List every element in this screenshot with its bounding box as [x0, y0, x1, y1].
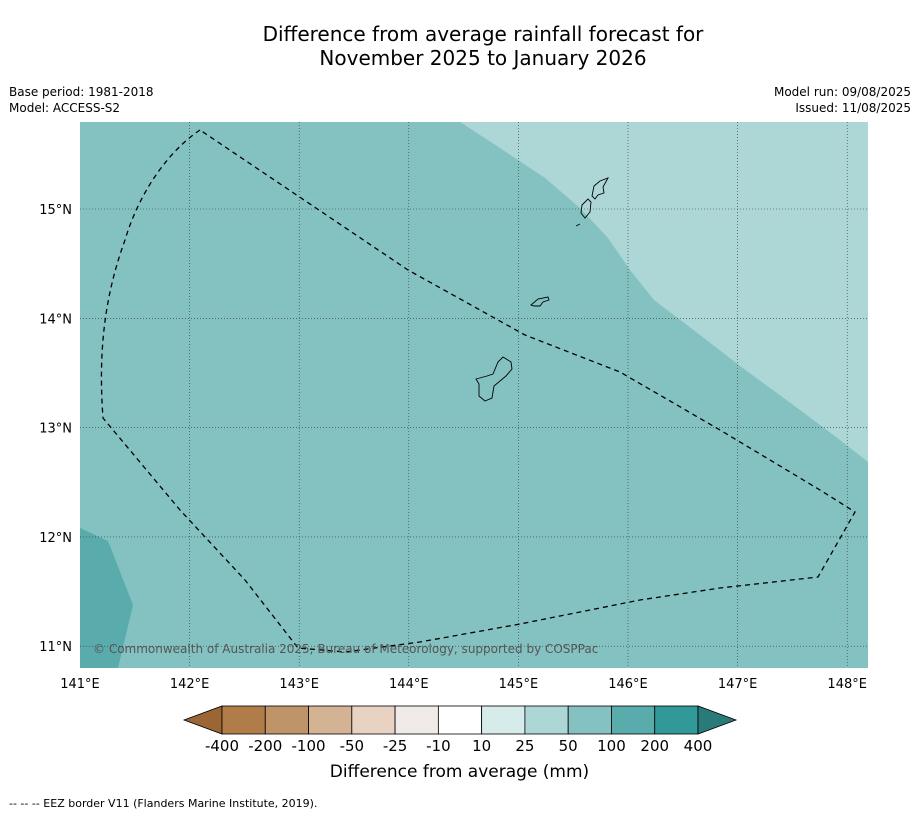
colorbar-tick-label: 25	[515, 737, 535, 755]
colorbar-segment	[567, 705, 612, 735]
meta-left: Base period: 1981-2018 Model: ACCESS-S2	[9, 84, 154, 116]
rain-band-25-50	[460, 122, 868, 462]
longitude-label: 143°E	[279, 677, 319, 692]
colorbar-segment	[437, 705, 483, 735]
colorbar-tick-label: -100	[291, 737, 326, 755]
title-line-2: November 2025 to January 2026	[319, 46, 647, 70]
gridlines	[80, 122, 868, 668]
meta-right: Model run: 09/08/2025 Issued: 11/08/2025	[774, 84, 911, 116]
colorbar-tick-label: 10	[472, 737, 492, 755]
eez-border	[100, 129, 856, 653]
model-name: Model: ACCESS-S2	[9, 101, 121, 115]
longitude-labels: 141°E 142°E 143°E 144°E 145°E 146°E 147°E 148°E	[60, 677, 867, 692]
rain-band-100-200	[80, 528, 133, 668]
colorbar-tick-label: -200	[248, 737, 283, 755]
latitude-label: 12°N	[39, 531, 72, 546]
colorbar-segment	[308, 705, 353, 735]
longitude-label: 144°E	[389, 677, 429, 692]
colorbar-tick-label: 100	[597, 737, 626, 755]
latitude-label: 13°N	[39, 422, 72, 437]
colorbar-tick-label: 200	[640, 737, 670, 755]
island-aguijan	[575, 223, 581, 227]
colorbar-tick-label: -25	[382, 737, 408, 755]
colorbar-tick-label: -10	[426, 737, 451, 755]
title-line-1: Difference from average rainfall forecas…	[262, 22, 704, 46]
latitude-label: 15°N	[39, 203, 72, 218]
longitude-label: 146°E	[608, 677, 648, 692]
latitude-label: 11°N	[39, 640, 72, 655]
colorbar-extend-low	[182, 705, 223, 735]
colorbar-segment	[611, 705, 656, 735]
eez-footnote: -- -- -- EEZ border V11 (Flanders Marine…	[9, 797, 318, 810]
colorbar-segment	[264, 705, 309, 735]
colorbar	[182, 705, 738, 735]
island-guam	[475, 356, 513, 402]
colorbar-segment	[394, 705, 439, 735]
colorbar-tick-label: -400	[204, 737, 240, 755]
colorbar-segment	[481, 705, 526, 735]
colorbar-tick-label: -50	[339, 737, 365, 755]
longitude-label: 141°E	[60, 677, 100, 692]
longitude-label: 145°E	[499, 677, 539, 692]
island-rota	[530, 296, 550, 307]
copyright-notice: © Commonwealth of Australia 2025, Bureau…	[93, 642, 598, 656]
colorbar-tick-label: 400	[683, 737, 713, 755]
island-saipan	[591, 177, 609, 200]
colorbar-tick-label: 50	[558, 737, 578, 755]
colorbar-segment	[654, 705, 699, 735]
issued-date: Issued: 11/08/2025	[795, 101, 911, 115]
latitude-labels: 15°N 14°N 13°N 12°N 11°N	[39, 203, 72, 655]
island-tinian	[580, 198, 592, 219]
map-title: Difference from average rainfall forecas…	[0, 22, 919, 70]
base-period: Base period: 1981-2018	[9, 85, 154, 99]
map-area: © Commonwealth of Australia 2025, Bureau…	[80, 122, 868, 668]
colorbar-title: Difference from average (mm)	[329, 762, 590, 782]
longitude-label: 142°E	[170, 677, 210, 692]
colorbar-segment	[221, 705, 266, 735]
colorbar-segment	[524, 705, 569, 735]
longitude-label: 148°E	[827, 677, 867, 692]
latitude-label: 14°N	[39, 312, 72, 327]
colorbar-extend-high	[697, 705, 738, 735]
longitude-label: 147°E	[718, 677, 758, 692]
model-run: Model run: 09/08/2025	[773, 85, 911, 99]
colorbar-segment	[351, 705, 396, 735]
